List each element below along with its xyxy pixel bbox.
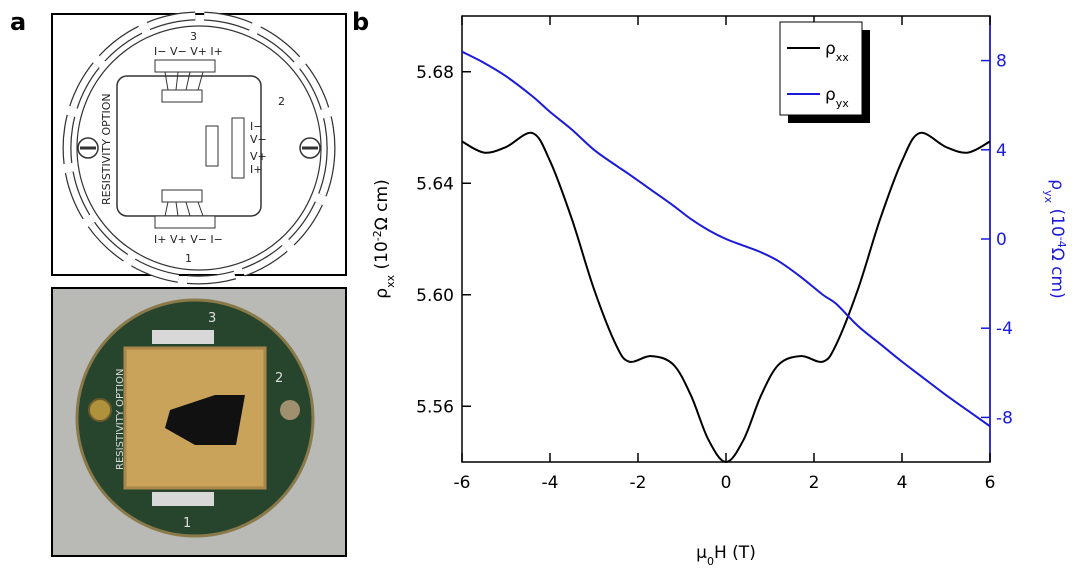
diagram: 3 2 1 I− V− V+ I+ I+ V+ V− I− I− V− V+ I…	[51, 11, 347, 285]
wires	[164, 71, 204, 91]
option-label: RESISTIVITY OPTION	[100, 93, 113, 205]
panel-label: a	[10, 8, 26, 36]
series-line	[461, 50, 991, 428]
y2-tick-label: -4	[996, 319, 1013, 339]
legend-sub: yx	[836, 97, 850, 110]
label-part: 0	[707, 555, 714, 568]
y2-tick-label: 8	[996, 52, 1007, 72]
legend-sub: xx	[836, 51, 850, 64]
pin-label: I+	[250, 163, 262, 176]
legend-box	[779, 21, 863, 116]
pin-number: 2	[278, 95, 285, 108]
pad	[205, 125, 219, 167]
wires	[164, 201, 204, 217]
label-part: (10	[1047, 203, 1067, 237]
photo-number: 1	[183, 516, 191, 531]
y-tick-label: 5.68	[416, 63, 454, 83]
pin-number: 1	[185, 252, 192, 265]
pin-label: V+	[250, 150, 267, 163]
legend-label: ρyx	[825, 85, 849, 110]
label-part: ρ	[1047, 179, 1067, 190]
x-tick-label: 2	[809, 473, 820, 493]
pad	[154, 59, 216, 73]
screw	[88, 398, 112, 422]
x-axis-label: μ0H (T)	[696, 543, 756, 568]
label-part: -2	[371, 230, 384, 241]
x-tick-label: 0	[721, 473, 732, 493]
y2-axis-label: ρyx (10-4Ω cm)	[1043, 179, 1069, 298]
pad	[154, 215, 216, 229]
label-part: yx	[1043, 190, 1056, 204]
y2-tick-label: -8	[996, 408, 1013, 428]
y2-tick-label: 4	[996, 141, 1007, 161]
legend-label: ρxx	[825, 39, 849, 64]
pad	[161, 189, 203, 203]
label-part: H (T)	[714, 543, 756, 563]
label-part: -4	[1056, 237, 1069, 248]
pin-label: V−	[250, 133, 267, 146]
board-edge	[76, 25, 322, 271]
photo-number: 3	[208, 311, 216, 326]
pad	[161, 89, 203, 103]
label-part: xx	[384, 274, 397, 288]
x-tick-label: 4	[897, 473, 908, 493]
x-tick-label: -6	[454, 473, 471, 493]
label-part: ρ	[372, 288, 392, 299]
label-part: μ	[696, 543, 707, 563]
legend-name: ρ	[825, 39, 836, 59]
pin-labels: I+ V+ V− I−	[154, 233, 223, 246]
photo: 3 2 1 RESISTIVITY OPTION	[51, 287, 347, 557]
pin-labels: I− V− V+ I+	[154, 45, 223, 58]
legend-name: ρ	[825, 85, 836, 105]
outer-ring-inner	[63, 12, 335, 284]
pad	[231, 117, 245, 179]
contacts	[152, 492, 214, 506]
y-tick-label: 5.60	[416, 286, 454, 306]
x-tick-label: 6	[985, 473, 996, 493]
series-line	[461, 131, 991, 464]
pin-number: 3	[190, 30, 197, 43]
x-tick-label: -4	[542, 473, 559, 493]
sample	[165, 395, 245, 445]
label-part: (10	[372, 241, 392, 275]
panel-label: b	[352, 8, 369, 36]
photo-option-label: RESISTIVITY OPTION	[115, 369, 126, 470]
y-tick-label: 5.64	[416, 174, 454, 194]
label-part: Ω cm)	[372, 179, 392, 230]
contacts	[152, 330, 214, 344]
photo-number: 2	[275, 371, 283, 386]
label-part: Ω cm)	[1047, 248, 1067, 299]
pin-label: I−	[250, 120, 262, 133]
y2-tick-label: 0	[996, 230, 1007, 250]
y-axis-label: ρxx (10-2Ω cm)	[371, 179, 397, 298]
screw	[280, 400, 300, 420]
x-tick-label: -2	[630, 473, 647, 493]
y-tick-label: 5.56	[416, 397, 454, 417]
